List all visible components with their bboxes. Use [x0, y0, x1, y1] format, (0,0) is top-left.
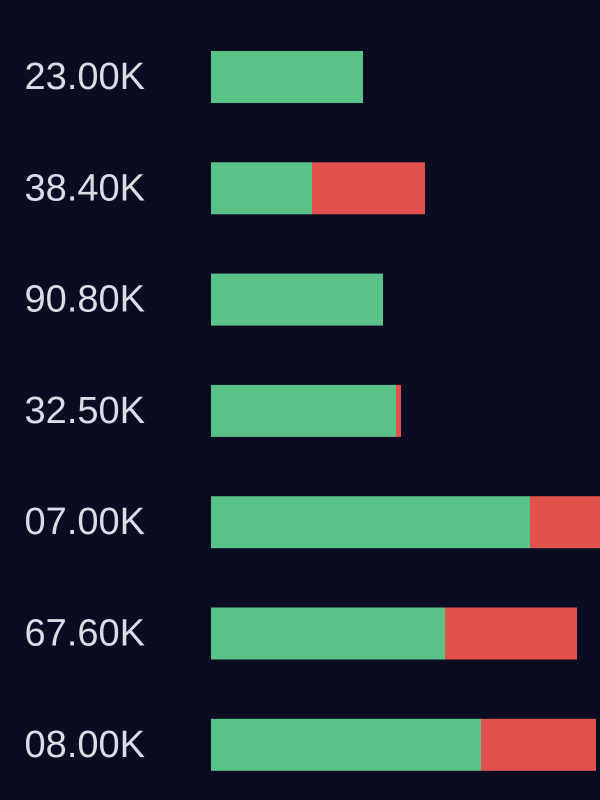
- bar-segment: [211, 496, 530, 549]
- bar-segment: [211, 273, 383, 326]
- row-label: 08.00K: [25, 724, 145, 766]
- row-label: 90.80K: [25, 279, 145, 321]
- row-label: 07.00K: [25, 501, 145, 543]
- bar-segment: [211, 384, 396, 437]
- bar-segment: [530, 496, 600, 549]
- row-label: 38.40K: [25, 167, 145, 209]
- bar-segment: [211, 51, 363, 103]
- bar-segment: [211, 162, 312, 215]
- bar-segment: [481, 718, 596, 771]
- bar-segment: [445, 607, 577, 660]
- bar-segment: [312, 162, 425, 215]
- row-label: 67.60K: [25, 613, 145, 655]
- row-label: 32.50K: [25, 390, 145, 432]
- bar-segment: [211, 607, 445, 660]
- bar-segment: [211, 718, 481, 771]
- bar-segment: [396, 384, 401, 437]
- row-label: 23.00K: [25, 56, 145, 98]
